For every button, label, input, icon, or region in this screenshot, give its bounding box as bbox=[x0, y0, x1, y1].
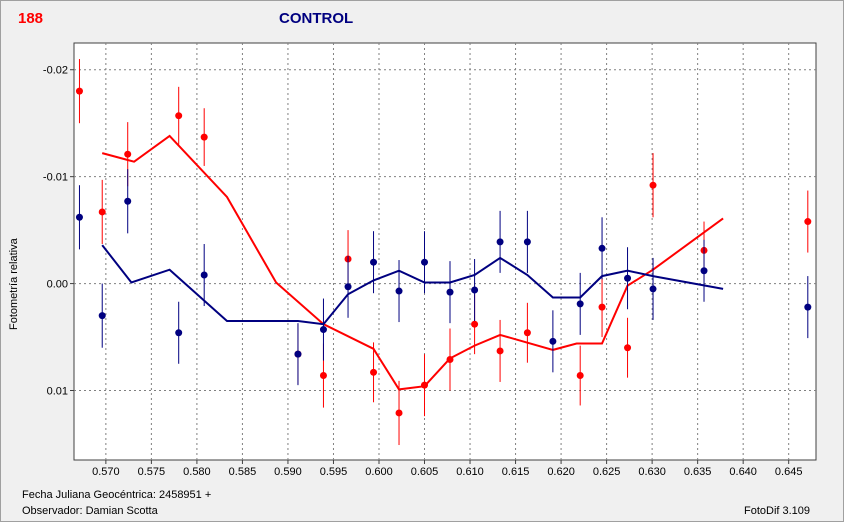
series-1-point bbox=[649, 181, 657, 189]
series-2-point bbox=[294, 350, 302, 358]
series-2-point bbox=[549, 337, 557, 345]
series-2-point bbox=[804, 303, 812, 311]
series-1-mean-line bbox=[101, 134, 724, 391]
series-2-point bbox=[344, 283, 352, 291]
x-tick-label: 0.625 bbox=[593, 466, 621, 478]
software-version: FotoDif 3.109 bbox=[744, 505, 811, 517]
series-1-point bbox=[98, 208, 106, 216]
x-tick-label: 0.595 bbox=[320, 466, 348, 478]
x-tick-label: 0.585 bbox=[229, 466, 257, 478]
x-tick-label: 0.575 bbox=[138, 466, 166, 478]
series-2-point bbox=[700, 267, 708, 275]
x-tick-label: 0.630 bbox=[638, 466, 666, 478]
x-tick-label: 0.580 bbox=[183, 466, 211, 478]
series-2-point bbox=[200, 271, 208, 279]
series-2-point bbox=[75, 213, 83, 221]
x-tick-label: 0.615 bbox=[502, 466, 530, 478]
series-2-point bbox=[175, 329, 183, 337]
series-2-point bbox=[319, 326, 327, 334]
x-tick-label: 0.590 bbox=[274, 466, 302, 478]
series-1-point bbox=[523, 329, 531, 337]
x-tick-label: 0.605 bbox=[411, 466, 439, 478]
star-id-label: 188 bbox=[18, 10, 44, 27]
series-1-point bbox=[421, 381, 429, 389]
chart-title: CONTROL bbox=[279, 10, 354, 27]
series-1-point bbox=[446, 355, 454, 363]
series-2-point bbox=[124, 197, 132, 205]
x-tick-label: 0.635 bbox=[684, 466, 712, 478]
y-tick-label: -0.01 bbox=[43, 172, 68, 184]
series-2-point bbox=[576, 300, 584, 308]
series-2-mean-line bbox=[101, 244, 724, 326]
series-2-point bbox=[471, 286, 479, 294]
series-1-point bbox=[624, 344, 632, 352]
series-2-point bbox=[370, 258, 378, 266]
series-2-point bbox=[624, 274, 632, 282]
series-2-point bbox=[98, 312, 106, 320]
x-tick-label: 0.645 bbox=[775, 466, 803, 478]
series-1-point bbox=[124, 150, 132, 158]
series-1-point bbox=[496, 347, 504, 355]
x-tick-label: 0.640 bbox=[729, 466, 757, 478]
observer-label: Observador: Damian Scotta bbox=[22, 505, 158, 517]
series-1-point bbox=[471, 320, 479, 328]
julian-date-label: Fecha Juliana Geocéntrica: 2458951 + bbox=[22, 489, 212, 501]
series-1-point bbox=[370, 368, 378, 376]
x-tick-label: 0.620 bbox=[547, 466, 575, 478]
series-2-point bbox=[598, 244, 606, 252]
x-tick-label: 0.600 bbox=[365, 466, 393, 478]
series-2-point bbox=[421, 258, 429, 266]
series-1-point bbox=[75, 87, 83, 95]
series-1-point bbox=[200, 133, 208, 141]
series-2-point bbox=[395, 287, 403, 295]
series-1-point bbox=[598, 303, 606, 311]
y-tick-label: 0.00 bbox=[47, 279, 68, 291]
series-2-point bbox=[446, 288, 454, 296]
y-tick-label: -0.02 bbox=[43, 65, 68, 77]
x-tick-label: 0.570 bbox=[92, 466, 120, 478]
series-1-point bbox=[576, 372, 584, 380]
x-tick-label: 0.610 bbox=[456, 466, 484, 478]
series-1-point bbox=[175, 112, 183, 120]
series-2-point bbox=[523, 238, 531, 246]
y-tick-label: 0.01 bbox=[47, 386, 68, 398]
series-2-point bbox=[496, 238, 504, 246]
series-1-point bbox=[804, 218, 812, 226]
series-1-point bbox=[395, 409, 403, 417]
series-1-point bbox=[319, 372, 327, 380]
series-2-point bbox=[649, 285, 657, 293]
